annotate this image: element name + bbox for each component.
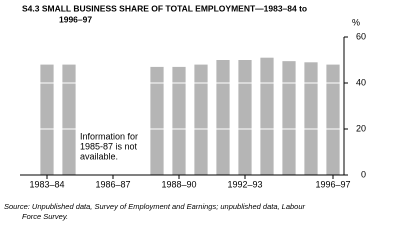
bar bbox=[282, 61, 296, 175]
bar bbox=[40, 64, 54, 175]
bar bbox=[172, 66, 186, 175]
annotation: Information for bbox=[80, 131, 138, 141]
bar bbox=[260, 57, 274, 176]
y-tick-label: 40 bbox=[356, 77, 366, 87]
chart: S4.3 SMALL BUSINESS SHARE OF TOTAL EMPLO… bbox=[4, 3, 366, 221]
annotation: available. bbox=[80, 151, 118, 161]
y-tick-label: 20 bbox=[356, 123, 366, 133]
chart-title: S4.3 SMALL BUSINESS SHARE OF TOTAL EMPLO… bbox=[22, 3, 307, 13]
x-tick-label: 1992–93 bbox=[227, 179, 262, 189]
x-tick-label: 1988–90 bbox=[161, 179, 196, 189]
chart-title: 1996–97 bbox=[59, 14, 92, 24]
annotation: 1985-87 is not bbox=[80, 141, 138, 151]
bar bbox=[326, 64, 340, 175]
bar bbox=[216, 60, 230, 175]
bar bbox=[150, 66, 164, 175]
y-tick-label: 0 bbox=[361, 169, 366, 179]
bar bbox=[304, 62, 318, 175]
bar bbox=[194, 64, 208, 175]
x-tick-label: 1986–87 bbox=[95, 179, 130, 189]
x-tick-label: 1996–97 bbox=[315, 179, 350, 189]
source: Force Survey. bbox=[22, 212, 68, 221]
x-tick-label: 1983–84 bbox=[29, 179, 64, 189]
bar bbox=[238, 60, 252, 175]
source: Source: Unpublished data, Survey of Empl… bbox=[4, 202, 306, 211]
y-axis-label: % bbox=[352, 17, 360, 27]
bar bbox=[62, 64, 76, 175]
y-tick-label: 60 bbox=[356, 31, 366, 41]
